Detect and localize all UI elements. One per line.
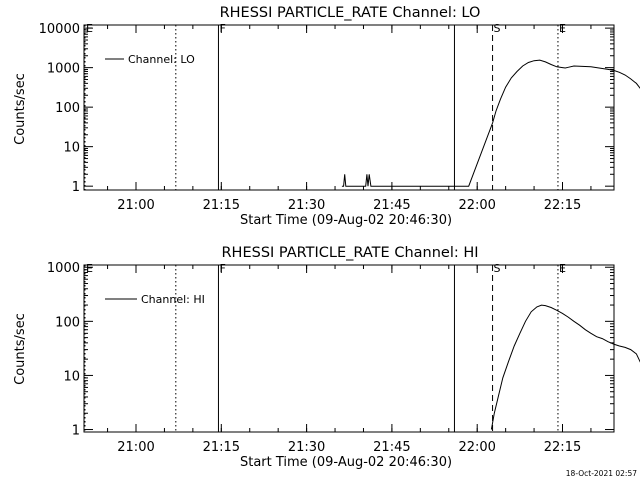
x-tick-label: 22:15	[544, 440, 581, 455]
lo-plot-title: RHESSI PARTICLE_RATE Channel: LO	[220, 5, 481, 21]
event-marker-label: S	[494, 262, 501, 275]
x-tick-label: 22:15	[544, 198, 581, 213]
x-tick-label: 21:30	[288, 440, 325, 455]
x-tick-label: 21:00	[117, 198, 154, 213]
event-marker-label: S	[494, 22, 501, 35]
y-tick-label: 1	[72, 424, 80, 439]
event-marker-label: E	[559, 22, 566, 35]
lo-channel-plot: RHESSI PARTICLE_RATE Channel: LO Start T…	[13, 5, 640, 228]
event-marker-label: F	[219, 22, 225, 35]
event-marker-label: F	[219, 262, 225, 275]
y-tick-label: 1	[72, 180, 80, 195]
generation-timestamp: 18-Oct-2021 02:57	[566, 469, 637, 478]
x-tick-label: 21:15	[203, 440, 240, 455]
hi-plot-x-axis-label: Start Time (09-Aug-02 20:46:30)	[240, 455, 452, 470]
x-tick-label: 22:00	[458, 198, 495, 213]
plot-frame	[83, 24, 615, 191]
hi-legend-label: Channel: HI	[141, 293, 205, 306]
y-tick-label: 10	[63, 369, 80, 384]
y-tick-label: 1000	[47, 62, 80, 77]
y-tick-label: 100	[55, 315, 80, 330]
series-line	[490, 304, 640, 430]
x-tick-label: 21:15	[203, 198, 240, 213]
x-tick-label: 21:00	[117, 440, 154, 455]
event-marker-label: E	[86, 22, 93, 35]
y-tick-label: 100	[55, 101, 80, 116]
hi-channel-plot: RHESSI PARTICLE_RATE Channel: HI Start T…	[13, 245, 640, 470]
series-line	[341, 59, 640, 187]
x-tick-label: 21:30	[288, 198, 325, 213]
y-tick-label: 10	[63, 141, 80, 156]
plot-frame	[83, 264, 615, 433]
event-marker-label: E	[86, 262, 93, 275]
hi-plot-title: RHESSI PARTICLE_RATE Channel: HI	[221, 245, 478, 261]
x-tick-label: 21:45	[373, 198, 410, 213]
lo-legend-label: Channel: LO	[128, 53, 195, 66]
lo-plot-x-axis-label: Start Time (09-Aug-02 20:46:30)	[240, 213, 452, 228]
y-tick-label: 1000	[47, 261, 80, 276]
event-marker-label: E	[559, 262, 566, 275]
lo-plot-y-axis-label: Counts/sec	[13, 73, 28, 145]
y-tick-label: 10000	[39, 22, 80, 37]
x-tick-label: 22:00	[458, 440, 495, 455]
hi-plot-y-axis-label: Counts/sec	[13, 313, 28, 385]
x-tick-label: 21:45	[373, 440, 410, 455]
